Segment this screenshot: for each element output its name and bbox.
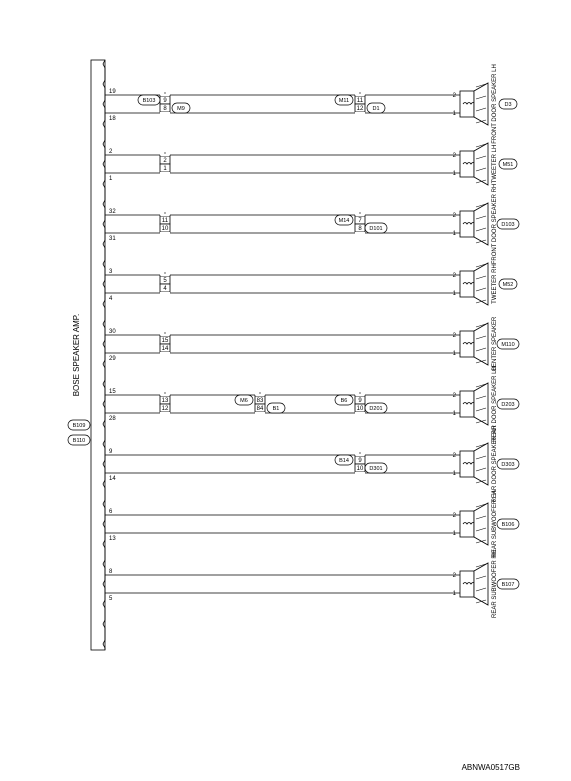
amp-pin: 9 [109,449,113,455]
amp-pin: 2 [109,149,113,155]
connector-label-text: M110 [501,342,514,348]
speaker-pin: 1 [453,411,457,417]
speaker-pin: 2 [453,333,457,339]
amp-pin: 31 [109,236,116,242]
amp-pin: 19 [109,89,116,95]
speaker-pin: 2 [453,153,457,159]
speaker-label: TWEETER RH [492,264,498,304]
pin-number: 83 [257,398,264,404]
speaker-cone [474,203,488,245]
speaker-pin: 1 [453,471,457,477]
speaker-pin: 1 [453,111,457,117]
amp-pin: 30 [109,329,116,335]
amp-pin: 6 [109,509,113,515]
speaker-pin: 2 [453,213,457,219]
pin-number: 10 [357,466,364,472]
amp-label: BOSE SPEAKER AMP. [72,314,81,397]
speaker-pin: 1 [453,351,457,357]
connector-label-text: M11 [339,98,349,104]
connector-label-text: D1 [372,106,379,112]
amp-pin: 18 [109,116,116,122]
amp-pin: 28 [109,416,116,422]
pin-number: 11 [357,98,364,104]
speaker-cone [474,383,488,425]
speaker-pin: 2 [453,513,457,519]
connector-label-text: D301 [369,466,382,472]
amp-pin: 8 [109,569,113,575]
speaker-cone [474,443,488,485]
speaker-pin: 2 [453,93,457,99]
speaker-label: TWEETER LH [492,145,498,184]
connector-label-text: M52 [503,282,514,288]
speaker-pin: 1 [453,531,457,537]
amp-body [91,60,105,650]
connector-label-text: D303 [501,462,514,468]
connector-label-text: M14 [339,218,350,224]
speaker-pin: 2 [453,273,457,279]
amp-pin: 1 [109,176,113,182]
pin-number: 15 [162,338,169,344]
speaker-pin: 1 [453,171,457,177]
connector-label-text: B6 [341,398,348,404]
amp-pin: 3 [109,269,113,275]
speaker-cone [474,143,488,185]
connector-label-text: D101 [369,226,382,232]
connector-label-text: D201 [369,406,382,412]
connector-label-text: M51 [503,162,514,168]
pin-number: 10 [162,226,169,232]
pin-number: 14 [162,346,169,352]
pin-number: 13 [162,398,169,404]
pin-number: 84 [257,406,264,412]
speaker-cone [474,563,488,605]
amp-pin: 13 [109,536,116,542]
speaker-cone [474,323,488,365]
speaker-pin: 1 [453,231,457,237]
amp-pin: 29 [109,356,116,362]
pin-number: 11 [162,218,169,224]
speaker-pin: 1 [453,291,457,297]
amp-pin: 32 [109,209,116,215]
connector-label-text: B103 [143,98,156,104]
connector-label-text: B106 [502,522,515,528]
speaker-pin: 2 [453,453,457,459]
connector-label-text: B110 [73,438,85,444]
connector-label-text: D203 [501,402,514,408]
diagram-code: ABNWA0517GB [462,763,520,772]
speaker-cone [474,83,488,125]
connector-label-text: D3 [504,102,511,108]
connector-label-text: B14 [339,458,349,464]
speaker-pin: 1 [453,591,457,597]
amp-pin: 14 [109,476,116,482]
amp-pin: 5 [109,596,113,602]
connector-label-text: B109 [73,423,86,429]
connector-label-text: M9 [177,106,185,112]
connector-label-text: M6 [240,398,248,404]
pin-number: 12 [162,406,169,412]
connector-label-text: B1 [273,406,280,412]
pin-number: 12 [357,106,364,112]
amp-pin: 4 [109,296,113,302]
speaker-pin: 2 [453,573,457,579]
speaker-label: FRONT DOOR SPEAKER LH [492,64,498,144]
speaker-cone [474,503,488,545]
amp-pin: 15 [109,389,116,395]
connector-label-text: B107 [502,582,515,588]
connector-label-text: D103 [501,222,514,228]
pin-number: 10 [357,406,364,412]
speaker-cone [474,263,488,305]
speaker-pin: 2 [453,393,457,399]
